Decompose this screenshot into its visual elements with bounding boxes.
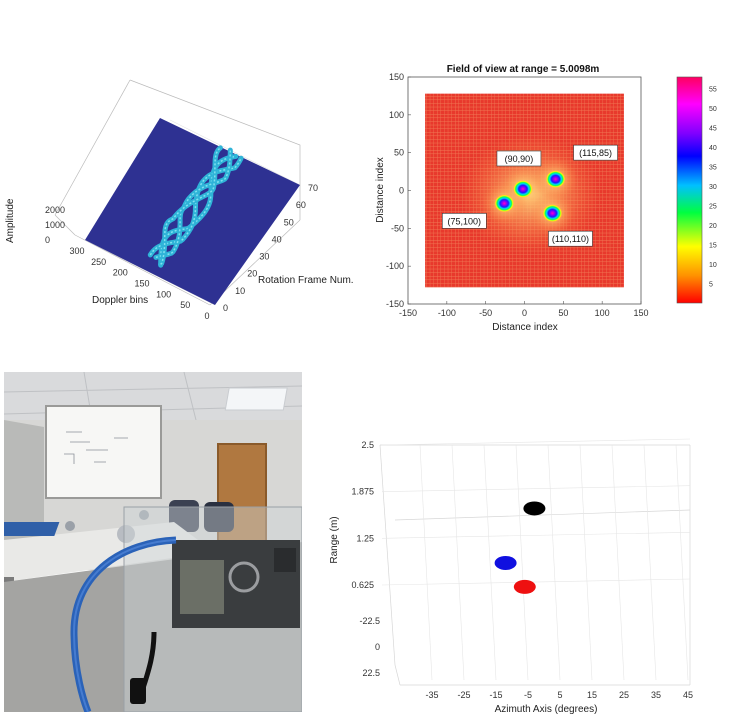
- surface-ytick: 70: [308, 183, 318, 193]
- scatter-xtick: 25: [619, 690, 629, 700]
- colorbar-tick: 15: [709, 243, 717, 250]
- radar-setup-photo: [4, 372, 302, 712]
- heatmap-ytick: -50: [391, 223, 404, 233]
- heatmap-target-label: (75,100): [442, 213, 487, 229]
- scatter-xtick: 15: [587, 690, 597, 700]
- surface-ztick: 2000: [45, 205, 65, 215]
- scatter-xlabel: Azimuth Axis (degrees): [495, 704, 598, 715]
- heatmap-title: Field of view at range = 5.0098m: [447, 64, 600, 75]
- surface-xtick: 150: [134, 279, 149, 289]
- colorbar-tick: 10: [709, 262, 717, 269]
- ceiling-light: [224, 387, 288, 411]
- svg-text:(110,110): (110,110): [552, 234, 589, 244]
- scatter-xtick: -15: [489, 690, 502, 700]
- colorbar-tick: 55: [709, 87, 717, 94]
- scatter-xtick: 5: [557, 690, 562, 700]
- surface-ytick: 20: [247, 269, 257, 279]
- surface-ztick: 1000: [45, 220, 65, 230]
- colorbar-tick: 35: [709, 165, 717, 172]
- whiteboard: [45, 405, 162, 499]
- surface-ytick: 10: [235, 286, 245, 296]
- heatmap-xtick: 150: [633, 308, 648, 318]
- heatmap-target-label: (90,90): [496, 150, 542, 167]
- scatter-point: [523, 501, 546, 516]
- heatmap-xtick: -50: [479, 308, 492, 318]
- colorbar-tick: 30: [709, 184, 717, 191]
- scatter-box: [379, 444, 691, 686]
- colorbar: [676, 76, 703, 304]
- scatter-ytick: 0.625: [351, 580, 374, 590]
- heatmap-target: [542, 204, 563, 223]
- heatmap-target: [545, 170, 566, 189]
- surface-ridge-highlight: [149, 157, 242, 256]
- scatter-point: [513, 579, 536, 594]
- heatmap-ytick: 100: [389, 110, 404, 120]
- scatter-depth-tick: 22.5: [362, 668, 380, 678]
- door: [218, 444, 266, 552]
- heatmap-xtick: 100: [595, 308, 610, 318]
- colorbar-tick: 40: [709, 145, 717, 152]
- surface-xtick: 200: [113, 268, 128, 278]
- heatmap-xtick: 50: [558, 308, 568, 318]
- surface-xtick: 100: [156, 289, 171, 299]
- colorbar-tick: 5: [709, 282, 713, 289]
- surface-ytick: 0: [223, 303, 228, 313]
- heatmap-xlabel: Distance index: [492, 322, 558, 333]
- heatmap-plot: Field of view at range = 5.0098m: [375, 64, 717, 333]
- heatmap-ylabel: Distance index: [375, 157, 386, 223]
- surface-ztick: 0: [45, 235, 50, 245]
- scatter-depth-tick: 0: [375, 642, 380, 652]
- surface-ytick: 30: [259, 252, 269, 262]
- scatter-ytick: 1.875: [351, 487, 374, 497]
- colorbar-tick: 20: [709, 223, 717, 230]
- surface-xtick: 300: [69, 246, 84, 256]
- scatter3d-plot: -35 -25 -15 -5 5 15 25 35 45 2.5 1.875 1.25 0.625 -…: [329, 438, 693, 715]
- surface-xlabel: Doppler bins: [92, 295, 148, 306]
- scatter-xtick: -25: [457, 690, 470, 700]
- surface-zlabel: Amplitude: [5, 198, 16, 243]
- heatmap-ytick: -150: [386, 299, 404, 309]
- svg-text:(90,90): (90,90): [505, 154, 534, 164]
- scatter-xtick: 35: [651, 690, 661, 700]
- surface-ytick: 60: [296, 200, 306, 210]
- heatmap-xtick: -150: [399, 308, 417, 318]
- scatter-ytick: 2.5: [361, 440, 374, 450]
- surface-ylabel: Rotation Frame Num.: [258, 275, 354, 286]
- heatmap-target-label: (110,110): [548, 230, 593, 247]
- table: [4, 522, 214, 582]
- scatter-ytick: 1.25: [356, 533, 374, 543]
- scatter-depth-tick: -22.5: [359, 616, 380, 626]
- heatmap-target-label: (115,85): [573, 144, 618, 161]
- colorbar-tick: 50: [709, 106, 717, 113]
- scatter-xtick: -35: [425, 690, 438, 700]
- colorbar-tick: 25: [709, 204, 717, 211]
- scatter-xtick: -5: [524, 690, 532, 700]
- surface-ytick: 40: [272, 234, 282, 244]
- heatmap-ytick: 150: [389, 72, 404, 82]
- svg-text:(115,85): (115,85): [579, 148, 612, 158]
- colorbar-tick: 45: [709, 126, 717, 133]
- surface-xtick: 250: [91, 257, 106, 267]
- heatmap-target: [512, 179, 533, 198]
- surface-xtick: 50: [180, 300, 190, 310]
- scatter-ylabel: Range (m): [329, 516, 340, 563]
- surface-floor: [85, 118, 300, 305]
- heatmap-ytick: 0: [399, 186, 404, 196]
- heatmap-xtick: -100: [438, 308, 456, 318]
- scatter-point: [494, 555, 517, 570]
- heatmap-ytick: -100: [386, 261, 404, 271]
- svg-text:(75,100): (75,100): [448, 216, 482, 226]
- surface-xtick: 0: [204, 311, 209, 321]
- surface-ridges: [147, 145, 244, 268]
- surface-ytick: 50: [284, 217, 294, 227]
- heatmap-ytick: 50: [394, 148, 404, 158]
- heatmap-xtick: 0: [522, 308, 527, 318]
- scatter-xtick: 45: [683, 690, 693, 700]
- heatmap-target: [494, 194, 515, 213]
- surface-ridge: [158, 145, 223, 267]
